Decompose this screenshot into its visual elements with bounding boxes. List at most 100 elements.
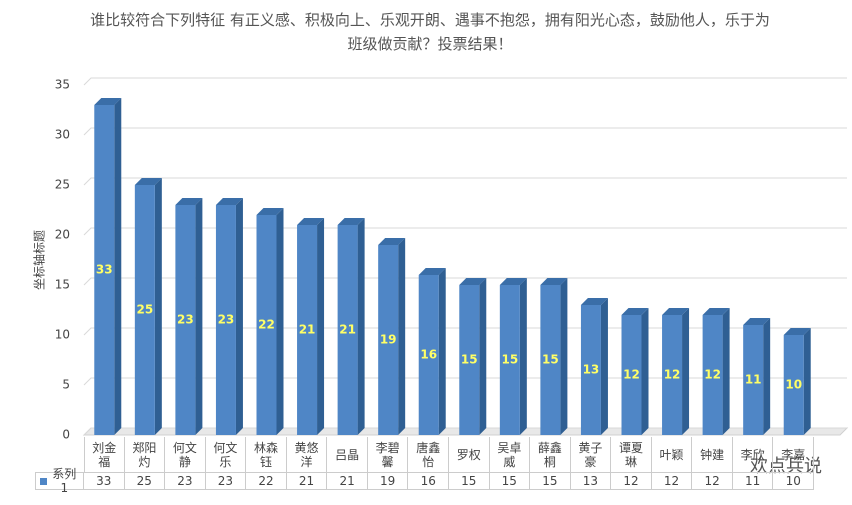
data-label: 15 [461,353,478,367]
table-value: 23 [205,472,247,490]
bar [378,245,399,435]
bar [297,225,318,435]
table-value: 13 [570,472,612,490]
bar [418,275,439,435]
x-tick-label: 黄悠洋 [287,437,328,472]
table-value: 15 [530,472,571,490]
bar [175,205,196,435]
bar-side [317,218,325,435]
data-label: 16 [420,348,437,362]
x-tick-label: 叶颖 [652,437,693,472]
bar-side [114,98,122,435]
bar-top [580,298,608,305]
x-tick-label: 吕晶 [327,437,368,472]
bar-top [175,198,203,205]
x-tick-label: 李碧馨 [368,437,409,472]
grid-line [83,227,847,236]
data-label: 12 [623,368,640,382]
data-label: 13 [583,363,600,377]
bar-top [418,268,446,275]
bar-top [459,278,487,285]
legend-label: 系列1 [52,467,77,495]
y-tick-label: 35 [55,78,70,92]
bar-top [499,278,527,285]
data-label: 21 [299,323,316,337]
table-value: 11 [732,472,774,490]
bar [621,315,642,435]
bar-side [641,308,649,435]
bar [256,215,277,435]
bar-side [479,278,487,435]
bar-side [519,278,527,435]
bar [337,225,358,435]
data-label: 33 [96,263,113,277]
bar-side [438,268,446,435]
y-tick-label: 0 [62,428,70,442]
bar-top [215,198,243,205]
y-axis-title: 坐标轴标题 [32,230,47,290]
bar-top [621,308,649,315]
bar-top [743,318,771,325]
bar-side [276,208,284,435]
y-tick-label: 10 [55,328,70,342]
x-tick-label: 唐鑫怡 [408,437,449,472]
table-value: 21 [286,472,328,490]
table-value: 21 [327,472,368,490]
data-label: 23 [177,313,194,327]
table-value: 12 [692,472,733,490]
x-tick-label: 吴卓威 [490,437,531,472]
data-label: 22 [258,318,275,332]
bar-top [94,98,122,105]
table-value: 22 [246,472,287,490]
chart-title: 谁比较符合下列特征 有正义感、积极向上、乐观开朗、遇事不抱怨，拥有阳光心态，鼓励… [90,11,770,53]
bar-side [560,278,568,435]
data-label: 25 [136,303,153,317]
x-tick-label: 薛鑫桐 [530,437,571,472]
bar-top [297,218,325,225]
bar-top [783,328,811,335]
y-tick-label: 20 [55,228,70,242]
table-value: 25 [124,472,166,490]
x-tick-label: 李嘉 [773,437,814,472]
table-value: 15 [489,472,531,490]
table-value: 12 [611,472,652,490]
table-value: 15 [449,472,490,490]
bar-top [540,278,568,285]
bar-top [662,308,690,315]
bar-top [337,218,365,225]
bar [215,205,236,435]
table-value: 33 [84,472,125,490]
bar-side [600,298,608,435]
y-tick-label: 5 [62,378,70,392]
bar [702,315,723,435]
data-label: 12 [704,368,721,382]
data-label: 11 [745,373,762,387]
y-tick-label: 30 [55,128,70,142]
bar-side [398,238,406,435]
data-label: 21 [339,323,356,337]
bar-top [134,178,162,185]
bar [580,305,601,435]
bar [743,325,764,435]
x-tick-label: 郑阳灼 [125,437,166,472]
bar [662,315,683,435]
legend-swatch [40,477,47,485]
table-value: 12 [651,472,693,490]
data-label: 15 [542,353,559,367]
x-tick-label: 刘金福 [84,437,125,472]
bar-top [256,208,284,215]
bar-side [803,328,811,435]
bar-side [235,198,243,435]
bar [540,285,561,435]
bar [94,105,115,435]
bar-side [722,308,730,435]
grid-line [83,277,847,286]
bar-top [378,238,406,245]
y-tick-label: 15 [55,278,70,292]
data-label: 15 [501,353,518,367]
bar [459,285,480,435]
bar-side [154,178,162,435]
x-tick-label: 谭夏琳 [611,437,652,472]
bar-side [763,318,771,435]
